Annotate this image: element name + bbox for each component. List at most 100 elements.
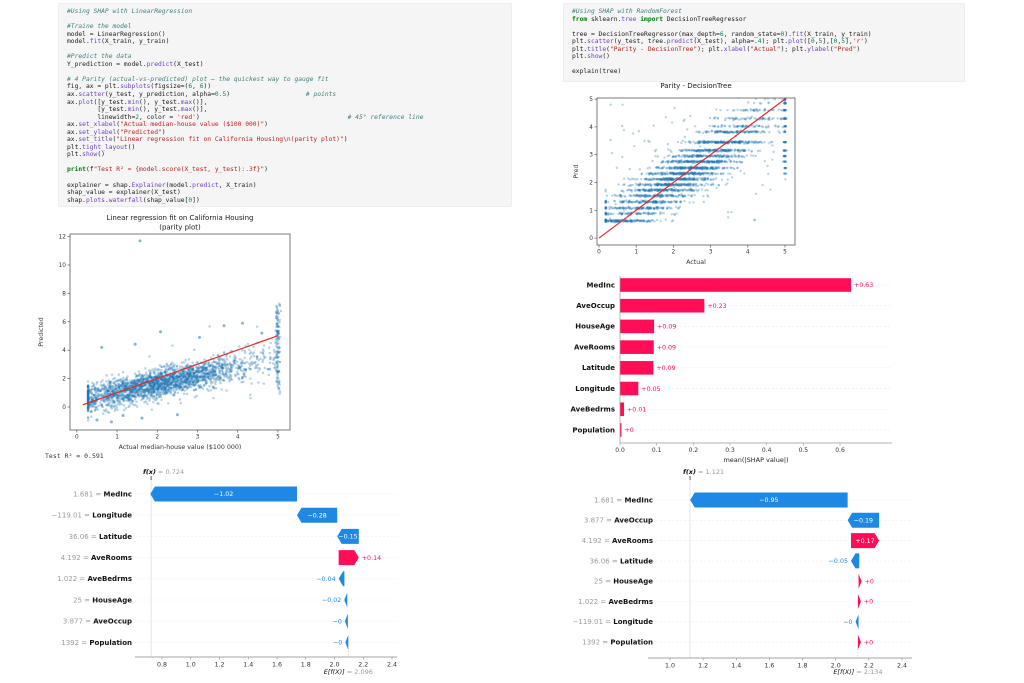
feature-label: −119.01 = Longitude <box>573 618 654 626</box>
x-tick-label: 2.2 <box>358 662 368 669</box>
waterfall-bar <box>855 614 859 630</box>
code-cell-shap-decision-tree[interactable]: #Using SHAP with RandomForest from sklear… <box>563 3 965 82</box>
code-line: ax.plot([y_test.min(), y_test.max()], <box>67 98 208 106</box>
feature-label: 1392 = Population <box>61 639 132 647</box>
code-line: ax.set_title("Linear regression fit on C… <box>67 136 348 144</box>
contribution-value: −0 <box>843 619 852 626</box>
contribution-value: +0 <box>864 599 873 606</box>
code-line <box>67 68 503 76</box>
y-tick-label: 10 <box>59 263 67 269</box>
contribution-value: −0.95 <box>759 497 778 504</box>
code-line: model.fit(X_train, y_train) <box>67 38 170 46</box>
waterfall-bar <box>690 492 848 508</box>
code-line: Y_prediction = model.predict(X_test) <box>67 60 204 68</box>
bar-value-label: +0.09 <box>657 344 676 351</box>
code-line: ax.set_ylabel("Predicted") <box>67 128 166 136</box>
shap-bar <box>620 298 705 313</box>
test-r2-text: Test R² = 0.591 <box>45 452 104 460</box>
feature-label: 1.022 = AveBedrms <box>57 575 132 583</box>
x-tick-label: 0.0 <box>615 447 625 454</box>
contribution-value: −0.15 <box>338 534 357 541</box>
feature-label: 25 = HouseAge <box>73 596 132 604</box>
x-tick-label: 5 <box>783 250 787 256</box>
x-tick-label: 1.8 <box>301 662 311 669</box>
waterfall-bar <box>338 550 359 566</box>
right-shap-waterfall-chart: −0.95 1.681 = MedInc −0.19 3.877 = AveOccup… <box>573 468 912 676</box>
feature-label: 1.022 = AveBedrms <box>578 598 653 606</box>
bar-category-label: MedInc <box>587 281 615 289</box>
y-tick-label: 4 <box>589 125 593 131</box>
right-parity-scatter-chart: 0 1 2 3 4 5 0 1 2 3 4 5 Parity - DecisionTree Actual P… <box>573 82 796 266</box>
bar-category-label: Population <box>572 426 615 434</box>
waterfall-bar <box>344 592 348 608</box>
code-line: plt.tight_layout() <box>67 143 136 151</box>
x-tick-label: 2.0 <box>329 662 339 669</box>
code-cell-shap-linear-regression[interactable]: #Using SHAP with LinearRegression #Train… <box>58 3 512 207</box>
feature-label: 4.192 = AveRooms <box>582 537 653 545</box>
x-tick-label: 0.6 <box>835 447 845 454</box>
x-tick-label: 1.4 <box>243 662 253 669</box>
code-line <box>67 174 503 182</box>
bar-value-label: +0.09 <box>656 365 675 372</box>
feature-label: 36.06 = Latitude <box>69 533 133 541</box>
x-axis-label: Actual <box>686 259 706 266</box>
x-tick-label: 0 <box>597 250 601 256</box>
y-axis-label: Predicted <box>38 317 45 347</box>
bar-value-label: +0.63 <box>854 282 873 289</box>
code-line: explainer = shap.Explainer(model.predict… <box>67 181 257 189</box>
shap-bar <box>620 340 654 354</box>
y-tick-label: 3 <box>589 153 593 159</box>
bar-value-label: +0.23 <box>707 303 726 310</box>
x-tick-label: 1 <box>634 250 638 256</box>
x-tick-label: 1.8 <box>798 663 808 670</box>
code-line: #Predict the data <box>67 53 132 61</box>
code-line: #Traine the model <box>67 23 132 31</box>
contribution-value: −0.02 <box>322 597 341 604</box>
x-axis-label: Actual median-house value ($100 000) <box>119 444 242 451</box>
x-tick-label: 2 <box>155 435 159 441</box>
code-line: linewidth=2, color = 'red') # 45° refere… <box>67 113 424 121</box>
ef-annotation: E[f(X)] = 2.134 <box>833 668 882 676</box>
code-line: tree = DecisionTreeRegressor(max_depth=6… <box>572 30 872 38</box>
x-tick-label: 4 <box>746 250 750 256</box>
contribution-value: +0.17 <box>855 538 874 545</box>
waterfall-bar <box>850 553 860 569</box>
contribution-value: −0 <box>333 640 342 647</box>
code-line: print(f"Test R² = {model.score(X_test, y… <box>67 166 268 174</box>
x-tick-label: 2.4 <box>897 663 907 670</box>
y-axis-label: Pred <box>573 164 580 178</box>
feature-label: −119.01 = Longitude <box>52 512 133 520</box>
scatter-points <box>604 98 788 224</box>
y-tick-label: 2 <box>589 180 593 186</box>
x-tick-label: 0.1 <box>652 447 662 454</box>
y-tick-label: 2 <box>62 377 66 383</box>
x-tick-label: 1.0 <box>186 662 196 669</box>
y-tick-label: 4 <box>62 348 66 354</box>
contribution-value: −0.04 <box>316 576 335 583</box>
code-line: plt.title("Parity - DecisionTree"); plt.… <box>572 45 861 53</box>
y-tick-label: 8 <box>62 291 66 297</box>
code-line: from sklearn.tree import DecisionTreeReg… <box>572 15 747 23</box>
code-line: plt.show() <box>67 151 105 159</box>
code-line <box>67 46 503 54</box>
bar-value-label: +0.01 <box>627 406 646 413</box>
x-tick-label: 2.0 <box>831 663 841 670</box>
code-line <box>572 61 956 69</box>
waterfall-bar <box>847 512 880 528</box>
x-tick-label: 1 <box>115 435 119 441</box>
y-tick-label: 6 <box>62 320 66 326</box>
x-tick-label: 0.3 <box>725 447 735 454</box>
reference-line <box>598 98 786 239</box>
shap-bar <box>620 402 625 417</box>
feature-label: 3.877 = AveOccup <box>584 517 653 525</box>
shap-bar <box>620 278 852 292</box>
code-line: #Using SHAP with RandomForest <box>572 8 682 15</box>
feature-label: 25 = HouseAge <box>594 578 653 586</box>
x-tick-label: 2.2 <box>864 663 874 670</box>
x-tick-label: 0.5 <box>799 447 809 454</box>
code-line: model = LinearRegression() <box>67 30 166 38</box>
x-tick-label: 1.6 <box>272 662 282 669</box>
code-line: shap_value = explainer(X_test) <box>67 189 181 197</box>
code-line: explain(tree) <box>572 68 622 76</box>
y-tick-label: 1 <box>589 208 593 214</box>
